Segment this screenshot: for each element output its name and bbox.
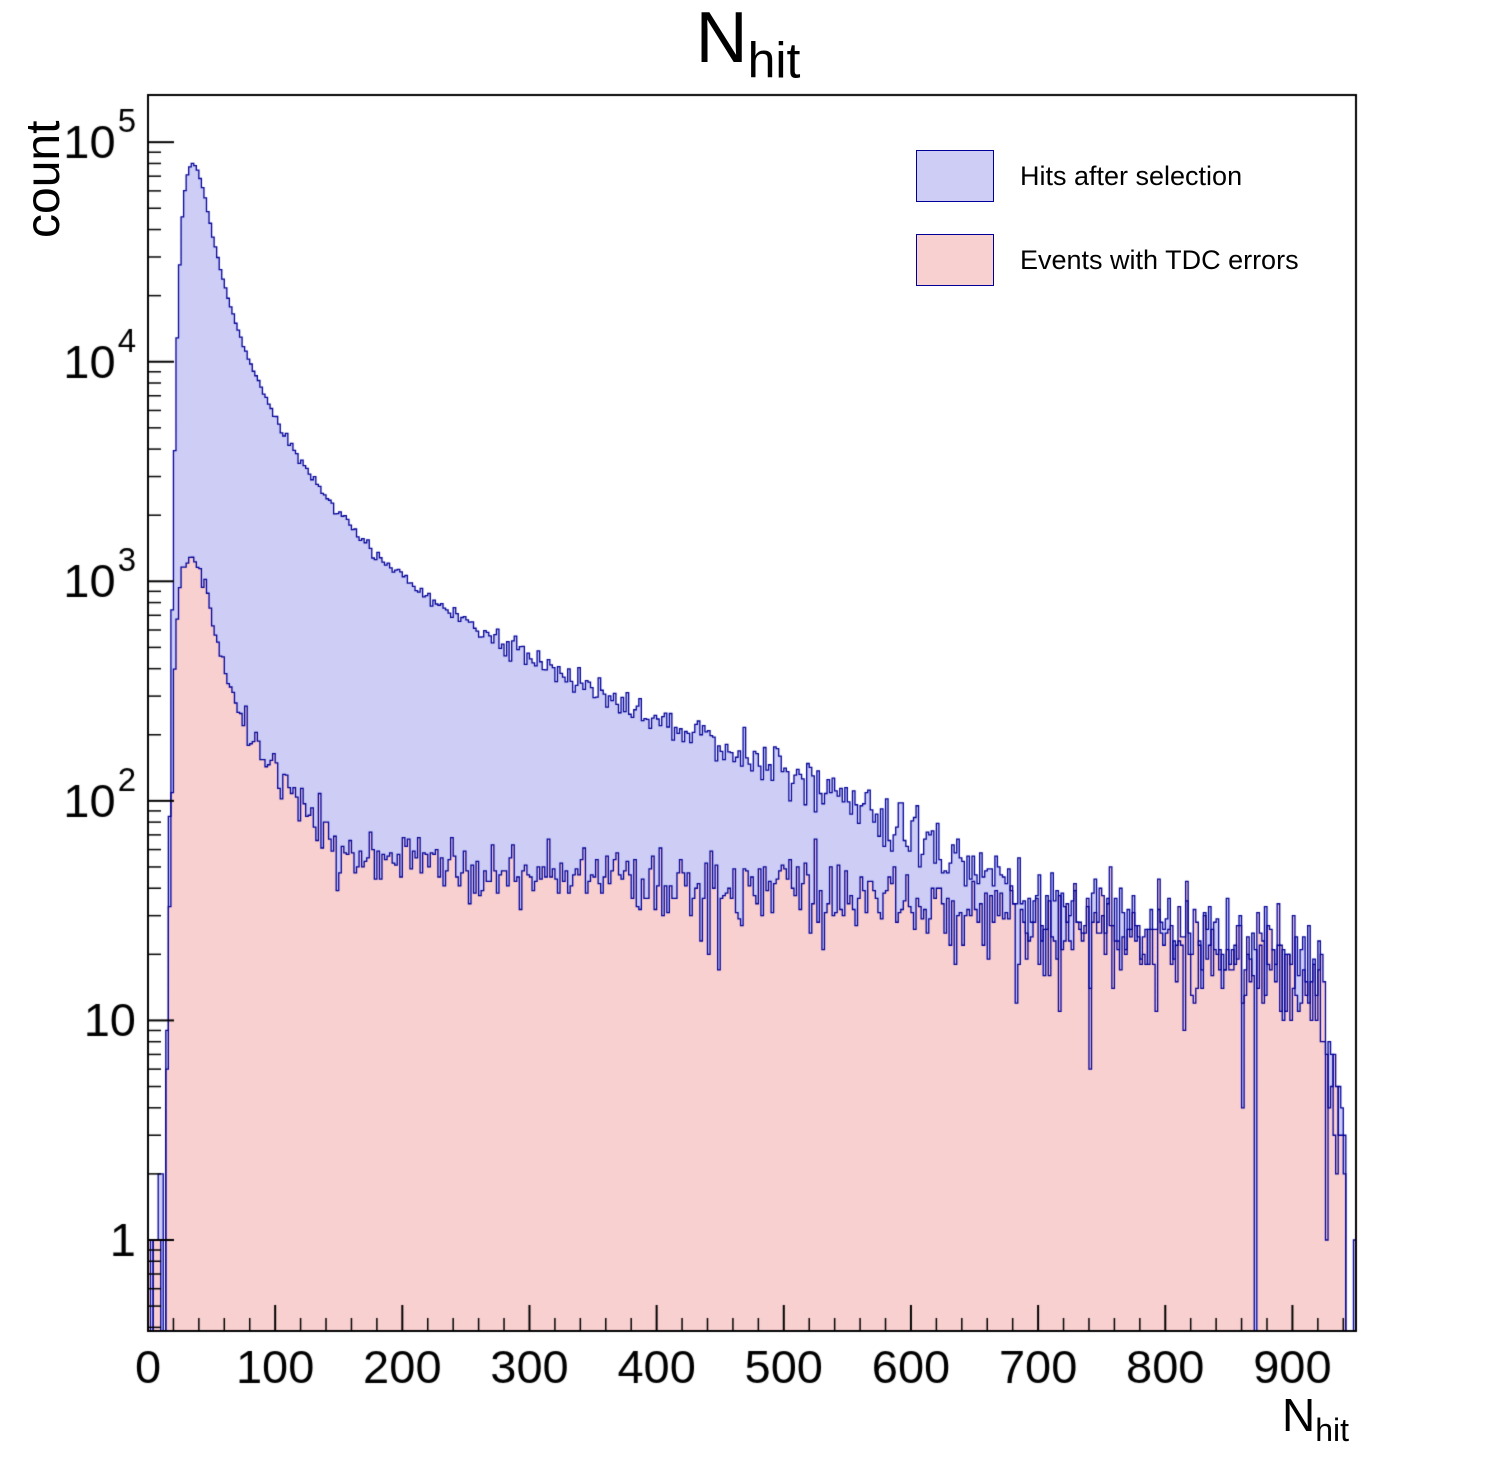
legend: Hits after selection Events with TDC err… [916,150,1299,286]
plot-title-main: N [695,0,748,78]
legend-item-tdc-errors: Events with TDC errors [916,234,1299,286]
legend-label: Hits after selection [1020,160,1243,191]
x-axis-title-main: N [1282,1389,1316,1441]
x-axis-title: Nhit [1282,1388,1349,1449]
legend-label: Events with TDC errors [1020,244,1299,275]
x-axis-title-sub: hit [1315,1412,1350,1449]
plot-title-sub: hit [747,32,801,89]
y-axis-title: count [17,120,70,238]
legend-swatch-tdc-errors [916,234,994,286]
legend-swatch-hits-after-selection [916,150,994,202]
plot-title: Nhit [0,2,1496,85]
legend-item-hits-after-selection: Hits after selection [916,150,1299,202]
